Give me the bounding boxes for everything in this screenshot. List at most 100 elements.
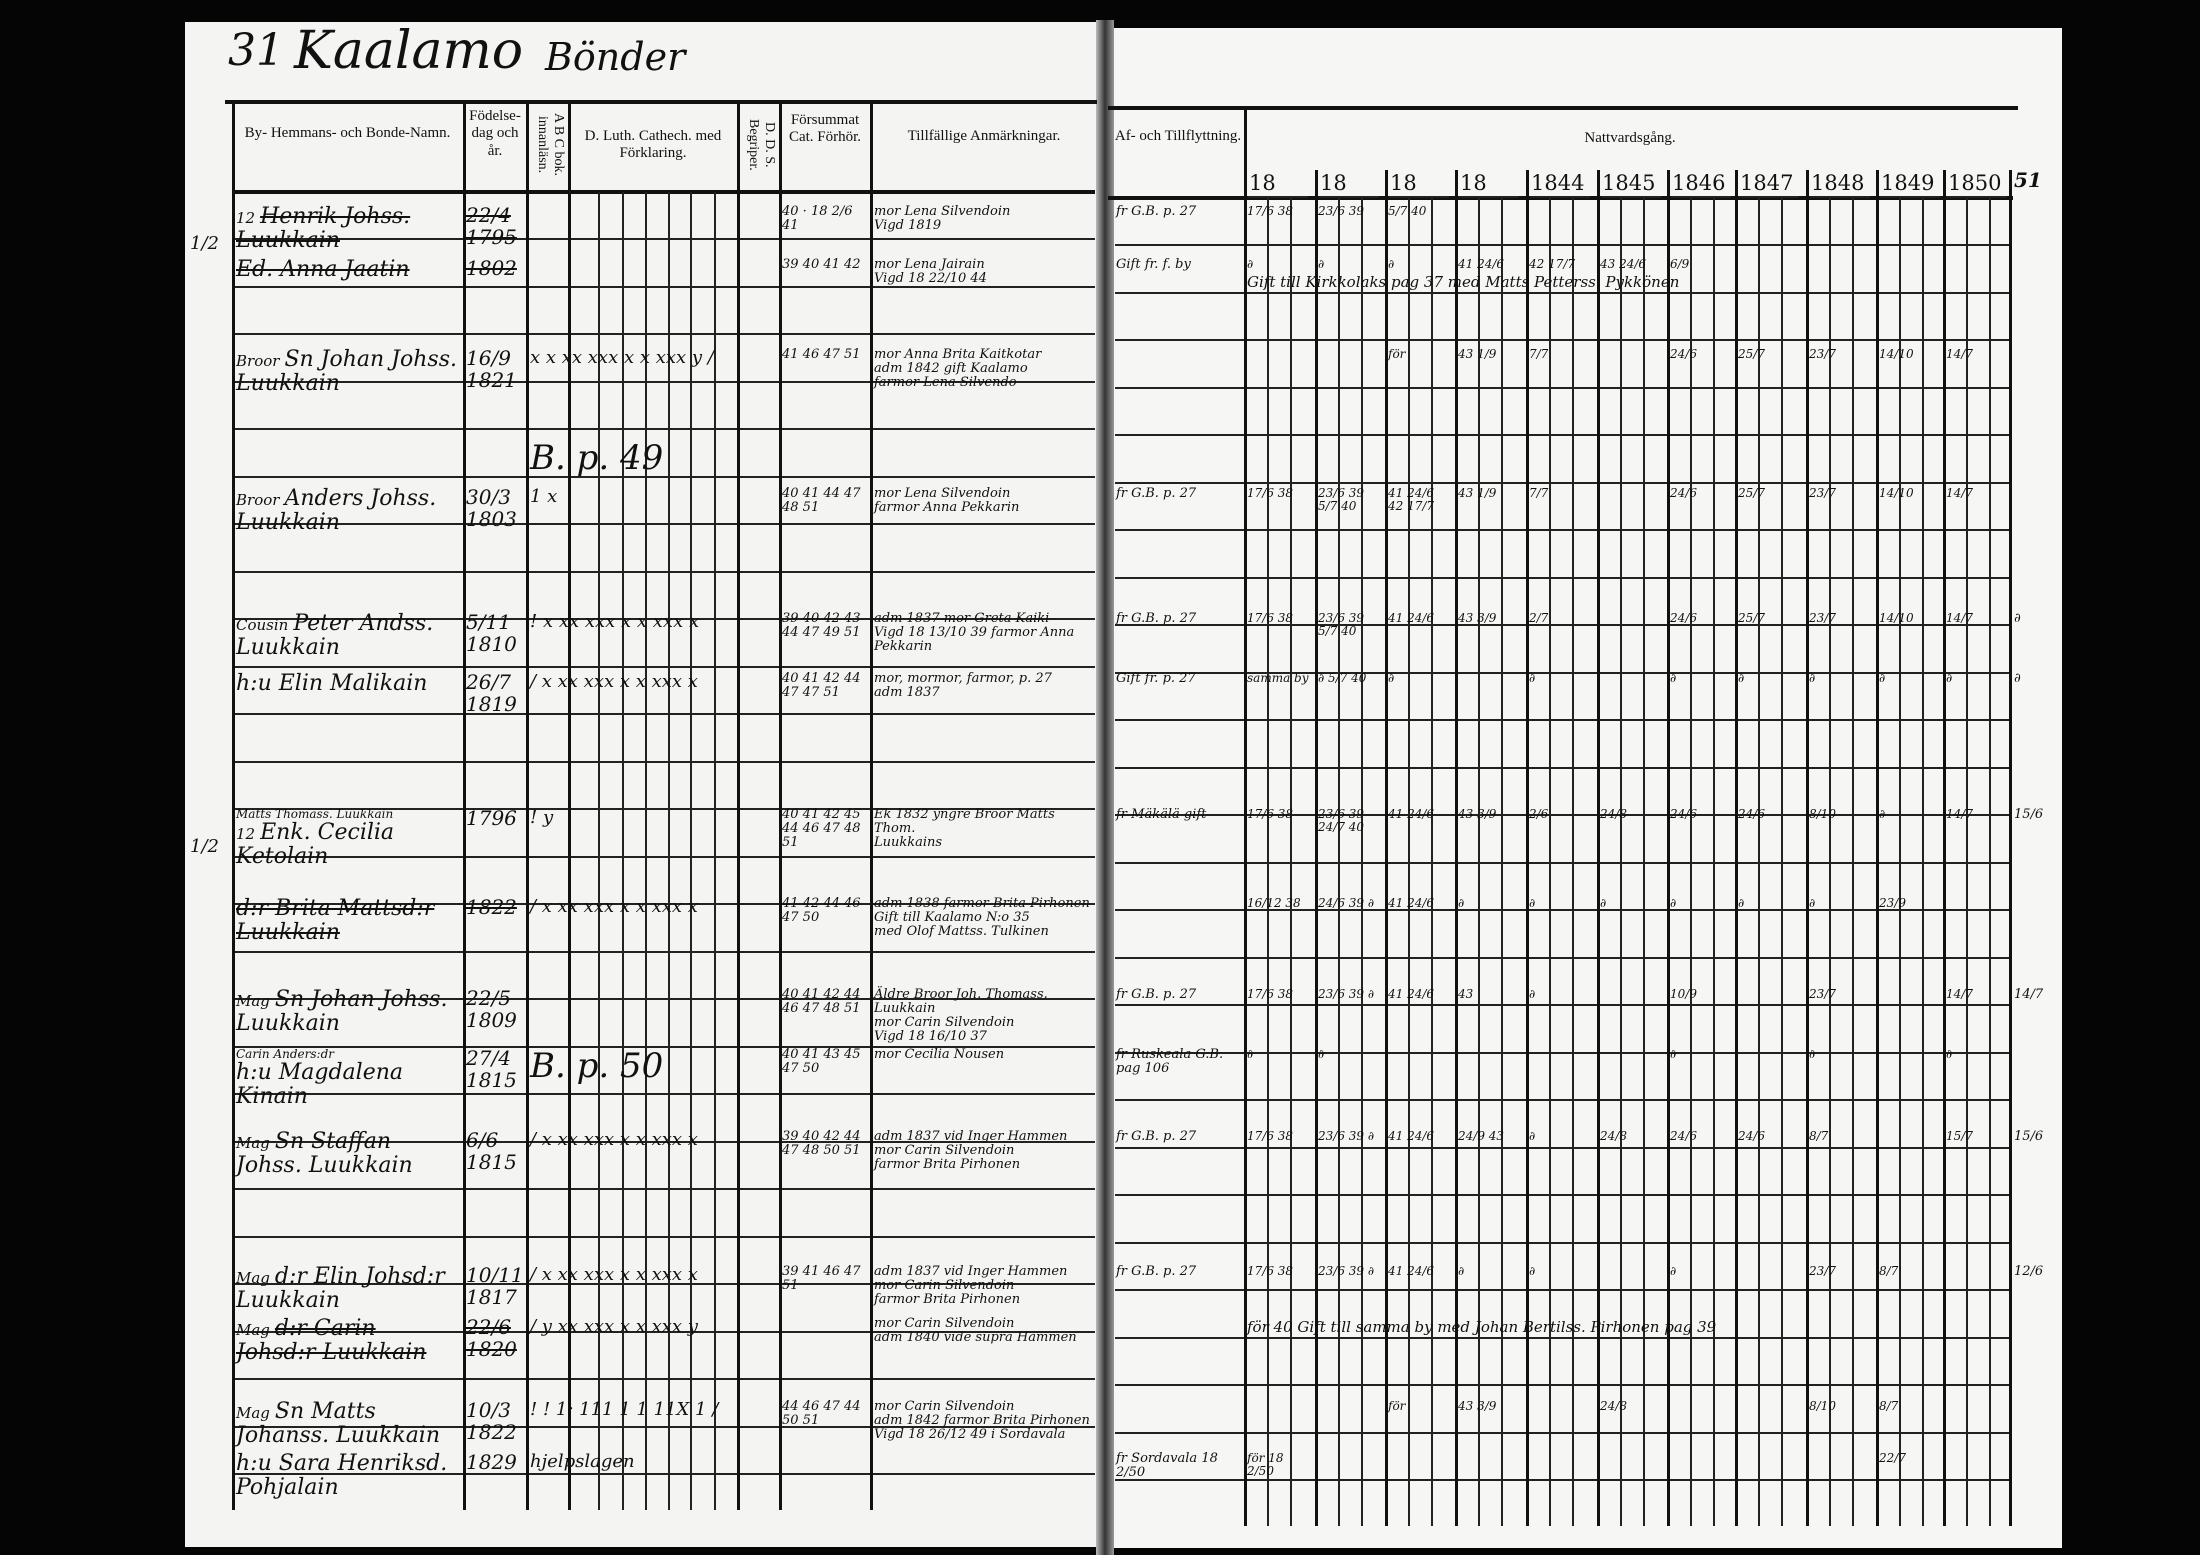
entry-prefix: Broor: [236, 352, 280, 370]
sub-column-rule: [645, 192, 647, 1510]
sub-column-rule: [1899, 198, 1901, 1526]
entry-name: Enk. Cecilia Ketolain: [236, 819, 395, 869]
sub-column-rule: [1267, 198, 1269, 1526]
entry-remark-line: farmor Anna Pekkarin: [874, 500, 1020, 516]
header-birth: Födelse-dag och år.: [469, 108, 521, 159]
year-label: 1846: [1672, 171, 1726, 195]
entry-missed-hearings: 40 41 42 44 46 47 48 51: [782, 987, 861, 1017]
year-column-rule: [1667, 170, 1670, 1526]
sub-column-rule: [1572, 198, 1574, 1526]
entry-birth: 16/9 1821: [466, 346, 517, 392]
communion-date: 41 24/6: [1388, 987, 1435, 1001]
communion-date: ∂: [1529, 671, 1536, 685]
entry-moving: fr Mäkälä gift: [1116, 807, 1207, 822]
entry-remark-line: Luukkains: [874, 835, 943, 851]
entry-moving: Gift fr. p. 27: [1116, 671, 1196, 686]
year-underline: [1459, 196, 1519, 198]
row-rule-right: [1115, 434, 2010, 436]
communion-date: ∂: [1458, 1264, 1465, 1278]
communion-date: 24/6: [1738, 807, 1765, 821]
communion-date: 17/6 38: [1247, 1129, 1294, 1143]
communion-date: 14/7: [1946, 611, 1973, 625]
communion-date: 23/6 39 24/7 40: [1318, 807, 1365, 834]
communion-date: 15/7: [1946, 1129, 1973, 1143]
entry-name: h:u Sara Henriksd. Pohjalain: [236, 1451, 448, 1500]
margin-mark: ∂: [2014, 671, 2021, 686]
communion-row: fr G.B. p. 27 17/6 38 23/6 39 ∂ 41 24/6 24/9…: [1116, 1129, 2056, 1144]
row-rule-right: [1115, 624, 2010, 626]
entry-remark-line: farmor Brita Pirhonen: [874, 1157, 1021, 1173]
communion-row: fr G.B. p. 27 17/6 38 23/6 39 5/7 40 41 24/…: [1116, 486, 2056, 513]
row-rule-right: [1115, 861, 2010, 864]
communion-date: ∂: [1670, 671, 1677, 685]
communion-date: ∂: [1879, 671, 1886, 685]
margin-year: 51: [2014, 168, 2042, 192]
entry-remarks: adm 1837 mor Greta Kaiki Vigd 18 13/10 39…: [874, 611, 1092, 654]
entry-birth: 10/11 1817: [466, 1263, 524, 1309]
communion-date: 14/10: [1879, 347, 1914, 361]
header-missed: Försummat Cat. Förhör.: [788, 112, 862, 146]
year-underline: [1739, 196, 1799, 198]
header-name: By- Hemmans- och Bonde-Namn.: [244, 125, 451, 141]
communion-date: för 18 2/50: [1247, 1451, 1284, 1478]
row-rule-right: [1115, 244, 2010, 246]
sub-column-rule: [714, 192, 716, 1510]
entry-birth: 1829: [466, 1450, 517, 1474]
register-entry-right: fr G.B. p. 27 17/6 38 23/6 39 ∂ 41 24/6 43 ∂ 1…: [1116, 987, 2056, 1002]
register-entry-right: fr G.B. p. 27 17/6 38 23/6 39 ∂ 41 24/6 ∂ ∂ ∂ 2…: [1116, 1264, 2056, 1279]
communion-date: ∂: [1247, 257, 1254, 271]
row-rule: [232, 475, 1095, 478]
entry-birth: 1802: [466, 256, 517, 280]
entry-remarks: mor, mormor, farmor, p. 27 adm 1837: [874, 671, 1092, 700]
entry-remark-line: Vigd 18 16/10 37: [874, 1029, 987, 1045]
entry-remark-line: farmor Lena Silvendo: [874, 375, 1017, 391]
year-underline: [1319, 196, 1379, 198]
sub-column-rule: [690, 192, 692, 1510]
communion-date: ∂: [1670, 1264, 1677, 1278]
entry-birth: 22/5 1809: [466, 986, 517, 1032]
communion-row: fr G.B. p. 27 17/6 38 23/6 39 ∂ 41 24/6 ∂ ∂ ∂ 2…: [1116, 1264, 2056, 1279]
communion-date: ∂: [1879, 807, 1886, 821]
entry-annotation: Carin Anders:dr: [236, 1047, 334, 1061]
entry-name-cell: Broor Anders Johss. Luukkain: [236, 487, 461, 535]
communion-row: för 43 3/9 24/8 8/10 8/7: [1116, 1400, 2056, 1413]
margin-mark: 12/6: [2014, 1264, 2044, 1279]
entry-remark-line: Vigd 18 26/12 49 i Sordavala: [874, 1427, 1066, 1443]
communion-date: ∂: [1529, 1129, 1536, 1143]
entry-name-cell: Mag Sn Staffan Johss. Luukkain: [236, 1130, 461, 1178]
entry-name-cell: Broor Sn Johan Johss. Luukkain: [236, 348, 461, 396]
register-entry-right: för 43 3/9 24/8 8/10 8/7: [1116, 1400, 2056, 1413]
communion-date: 23/9: [1879, 896, 1906, 910]
row-rule-right: [1115, 1241, 2010, 1244]
entry-name-cell: Mag d:r Elin Johsd:r Luukkain: [236, 1265, 461, 1313]
communion-row: Gift fr. f. by ∂ ∂ ∂ 41 24/6 42 17/7 43 24/6 6/…: [1116, 257, 2056, 272]
communion-date: 14/10: [1879, 486, 1914, 500]
entry-birth: 10/3 1822: [466, 1398, 517, 1444]
communion-date: 17/6 38: [1247, 611, 1294, 625]
year-column-rule: [1315, 170, 1318, 1526]
entry-name-cell: h:u Sara Henriksd. Pohjalain: [236, 1452, 461, 1500]
row-rule: [232, 618, 1095, 620]
year-column-rule: [1244, 106, 1247, 1526]
communion-date: 24/6 39 ∂: [1318, 896, 1375, 910]
communion-date: 24/6: [1670, 347, 1697, 361]
communion-row: 16/12 38 24/6 39 ∂ 41 24/6 ∂ ∂ ∂ ∂ ∂ ∂ 23/9: [1116, 897, 2056, 910]
entry-missed-hearings: 44 46 47 44 50 51: [782, 1399, 861, 1429]
entry-remarks: mor Cecilia Nousen: [874, 1047, 1092, 1062]
row-rule: [232, 1283, 1095, 1285]
communion-date: 43 1/9: [1458, 486, 1497, 500]
header-communion: Nattvardsgång.: [1584, 130, 1676, 146]
sub-column-rule: [1829, 198, 1831, 1526]
row-rule-right: [1115, 1431, 2010, 1434]
communion-date: 25/7: [1738, 347, 1765, 361]
entry-remark-line: adm 1837 mor Greta Kaiki: [874, 611, 1050, 626]
communion-date: 17/6 38: [1247, 1264, 1294, 1278]
entry-reading-marks: 1 x: [530, 486, 558, 507]
entry-name-cell: Mag Sn Matts Johanss. Luukkain: [236, 1400, 461, 1448]
row-rule-right: [1115, 1384, 2010, 1386]
communion-date: 43 3/9: [1458, 1399, 1497, 1413]
row-rule: [232, 333, 1095, 335]
row-rule-right: [1115, 671, 2010, 674]
row-rule: [232, 1188, 1095, 1190]
sub-column-rule: [1620, 198, 1622, 1526]
